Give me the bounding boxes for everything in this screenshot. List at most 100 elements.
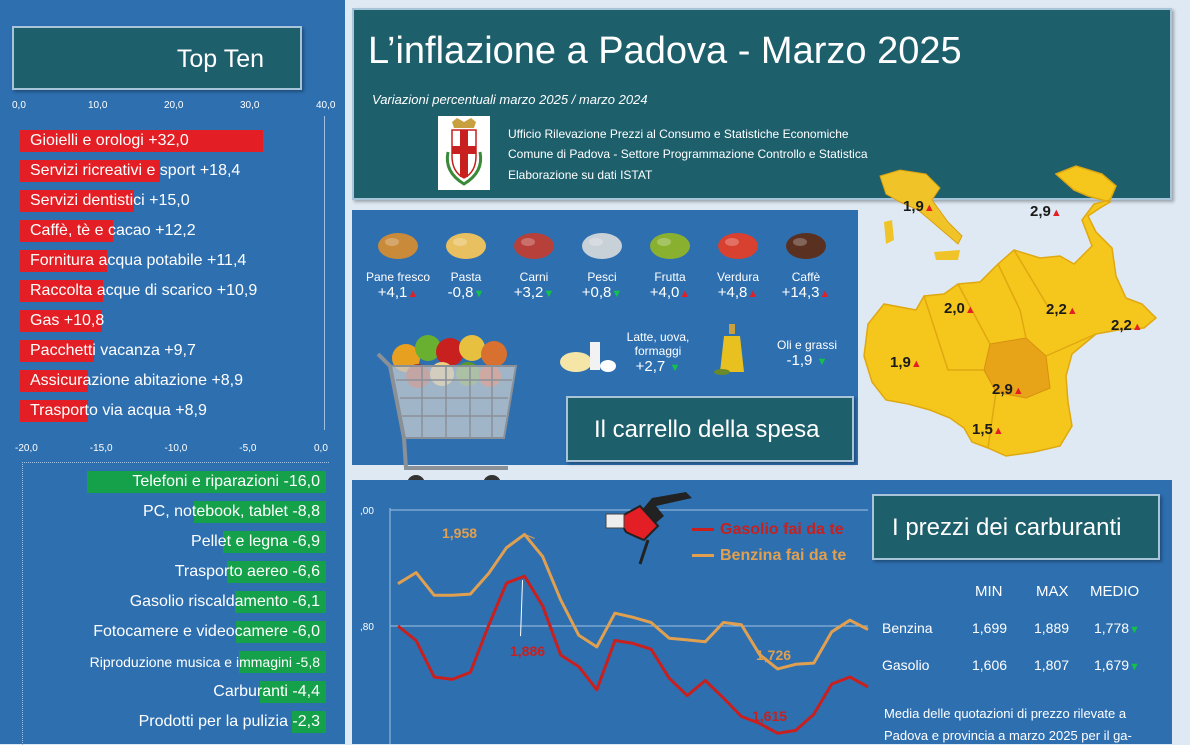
bar-label: PC, notebook, tablet -8,8 <box>143 503 320 520</box>
y-tick-label: ,00 <box>360 506 374 517</box>
bar-5 <box>20 250 107 272</box>
bar-2 <box>194 501 326 523</box>
bar-label: Riproduzione musica e immagini -5,8 <box>89 654 320 670</box>
map-value: 2,9 <box>992 381 1013 398</box>
latte-name-1: Latte, uova, <box>626 330 690 344</box>
food-value: +4,1▲ <box>364 284 432 301</box>
up-arrow-icon: ▲ <box>819 288 831 300</box>
dairy-icon <box>556 338 618 374</box>
axis-tick-label: 0,0 <box>12 100 26 111</box>
bar-label: Trasporto aereo -6,6 <box>174 563 320 580</box>
annotation-leader <box>524 533 535 539</box>
map-label-ve: 2,2▲ <box>1111 317 1143 334</box>
food-value-text: +4,0 <box>649 284 680 301</box>
bar-label: Prodotti per la pulizia -2,3 <box>138 713 320 730</box>
bar-1 <box>20 130 264 152</box>
axis-tick-label: -15,0 <box>89 443 113 454</box>
down-arrow-icon: ▼ <box>611 288 623 300</box>
food-item: Caffè +14,3▲ <box>772 270 840 301</box>
cart-title-box: Il carrello della spesa <box>566 396 854 462</box>
office-line-3: Elaborazione su dati ISTAT <box>508 168 653 182</box>
map-label-vr: 1,9▲ <box>890 354 922 371</box>
bar-4 <box>20 220 113 242</box>
food-name: Caffè <box>791 270 821 284</box>
padova-coat-of-arms <box>438 116 490 190</box>
row-benzina-avg: 1,778▼ <box>1094 620 1140 636</box>
map-label-vi: 2,0▲ <box>944 300 976 317</box>
food-image-icon <box>510 224 558 264</box>
axis-tick-label: -20,0 <box>15 443 38 454</box>
map-label-italy: 1,9▲ <box>903 198 935 215</box>
latte-value: +2,7 <box>635 358 666 375</box>
axis-tick-label: 0,0 <box>314 443 328 454</box>
map-value: 2,9 <box>1030 203 1051 220</box>
bar-1 <box>86 471 326 493</box>
legend-gasolio-label: Gasolio fai da te <box>720 521 844 538</box>
food-value: +3,2▼ <box>500 284 568 301</box>
map-label-pd: 2,9▲ <box>992 381 1024 398</box>
oil-bottle-icon <box>712 322 752 376</box>
axis-tick-label: 30,0 <box>240 100 260 111</box>
fuel-note-line-2: Padova e provincia a marzo 2025 per il g… <box>884 728 1132 743</box>
bar-3 <box>222 531 326 553</box>
bar-label: Fotocamere e videocamere -6,0 <box>93 623 320 640</box>
up-arrow-icon: ▲ <box>1012 385 1024 397</box>
oli-value: -1,9 <box>786 352 813 369</box>
down-arrow-icon: ▼ <box>1129 624 1140 636</box>
fuel-note-line-1: Media delle quotazioni di prezzo rilevat… <box>884 706 1127 721</box>
food-value: +14,3▲ <box>772 284 840 301</box>
food-image-icon <box>442 224 490 264</box>
map-value: 2,2 <box>1046 301 1067 318</box>
legend-gasolio: Gasolio fai da te <box>692 521 844 539</box>
gasolio-avg-value: 1,679 <box>1094 657 1130 673</box>
bar-label: Servizi ricreativi e sport +18,4 <box>30 162 241 179</box>
bar-label: Carburanti -4,4 <box>213 683 320 700</box>
food-value: +4,0▲ <box>636 284 704 301</box>
up-arrow-icon: ▲ <box>992 425 1004 437</box>
row-gasolio-min: 1,606 <box>972 657 1008 673</box>
up-arrow-icon: ▲ <box>964 304 976 316</box>
bar-label: Gasolio riscaldamento -6,1 <box>129 593 320 610</box>
annotation-leader <box>520 580 524 637</box>
map-label-ro: 1,5▲ <box>972 421 1004 438</box>
food-item: Frutta +4,0▲ <box>636 270 704 301</box>
food-image-icon <box>714 224 762 264</box>
fuel-title-box: I prezzi dei carburanti <box>872 494 1160 560</box>
series-line-gasolio <box>397 574 869 735</box>
bar-label: Gas +10,8 <box>30 312 105 329</box>
row-gasolio-label: Gasolio <box>882 657 930 673</box>
down-arrow-icon: ▼ <box>1129 661 1140 673</box>
food-image-icon <box>782 224 830 264</box>
food-name: Verdura <box>716 270 760 284</box>
food-item: Pesci +0,8▼ <box>568 270 636 301</box>
up-arrow-icon: ▲ <box>1066 305 1078 317</box>
office-line-1: Ufficio Rilevazione Prezzi al Consumo e … <box>508 127 849 141</box>
bar-5 <box>234 591 326 613</box>
food-item: Pane fresco +4,1▲ <box>364 270 432 301</box>
down-arrow-icon: ▼ <box>816 356 828 368</box>
bar-3 <box>20 190 134 212</box>
food-value-text: +4,1 <box>377 284 408 301</box>
oli-name: Oli e grassi <box>776 338 838 352</box>
up-arrow-icon: ▲ <box>747 288 759 300</box>
series-line-benzina <box>397 532 869 671</box>
data-label: 1,958 <box>442 525 477 541</box>
benzina-avg-value: 1,778 <box>1094 620 1130 636</box>
bar-7 <box>239 651 326 673</box>
food-name: Frutta <box>654 270 686 284</box>
map-label-tv: 2,2▲ <box>1046 301 1078 318</box>
food-value-text: -0,8 <box>447 284 474 301</box>
food-value: -0,8▼ <box>432 284 500 301</box>
bar-6 <box>236 621 326 643</box>
food-image-icon <box>578 224 626 264</box>
row-benzina-min: 1,699 <box>972 620 1008 636</box>
axis-tick-label: 40,0 <box>316 100 336 111</box>
negative-chart-frame <box>22 462 329 745</box>
food-item: Pasta -0,8▼ <box>432 270 500 301</box>
axis-line <box>324 116 325 430</box>
bar-label: Caffè, tè e cacao +12,2 <box>30 222 196 239</box>
food-image-icon <box>646 224 694 264</box>
data-label: 1,886 <box>510 643 545 659</box>
bar-8 <box>260 681 326 703</box>
row-gasolio-max: 1,807 <box>1034 657 1070 673</box>
